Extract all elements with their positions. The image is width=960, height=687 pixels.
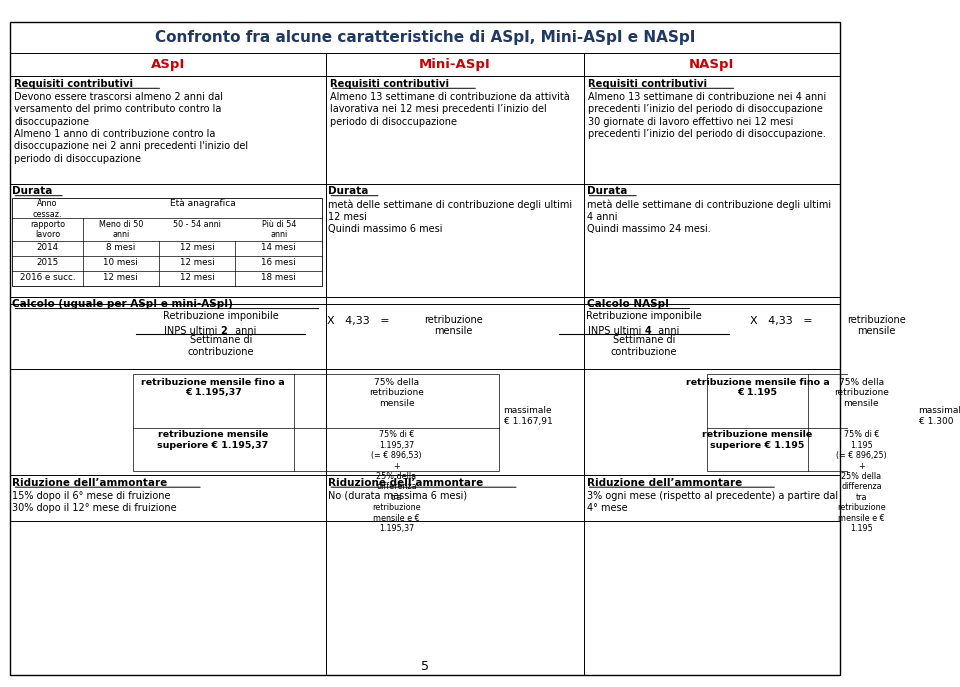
Text: Durata: Durata xyxy=(328,186,369,196)
Text: Riduzione dell’ammontare: Riduzione dell’ammontare xyxy=(587,477,742,488)
Text: 15% dopo il 6° mese di fruizione
30% dopo il 12° mese di fruizione: 15% dopo il 6° mese di fruizione 30% dop… xyxy=(12,491,177,513)
Text: 75% di €
1.195
(= € 896,25)
+
25% della
differenza
tra
retribuzione
mensile e €
: 75% di € 1.195 (= € 896,25) + 25% della … xyxy=(836,431,887,533)
Text: 12 mesi: 12 mesi xyxy=(180,258,214,267)
Text: retribuzione
mensile: retribuzione mensile xyxy=(424,315,483,337)
Text: ASpI: ASpI xyxy=(151,58,185,71)
Text: massimale
€ 1.167,91: massimale € 1.167,91 xyxy=(504,406,552,426)
Text: anni: anni xyxy=(231,326,256,336)
Text: retribuzione mensile fino a
€ 1.195,37: retribuzione mensile fino a € 1.195,37 xyxy=(141,378,285,397)
Text: 4: 4 xyxy=(644,326,651,336)
Text: Età anagrafica: Età anagrafica xyxy=(170,199,235,208)
Text: Settimane di
contribuzione: Settimane di contribuzione xyxy=(187,335,254,357)
Text: Durata: Durata xyxy=(12,186,53,196)
Bar xyxy=(12,198,323,286)
Text: X   4,33   =: X 4,33 = xyxy=(750,316,812,326)
Bar xyxy=(707,374,914,471)
Text: 75% della
retribuzione
mensile: 75% della retribuzione mensile xyxy=(369,378,424,407)
Text: Calcolo (uguale per ASpI e mini-ASpI): Calcolo (uguale per ASpI e mini-ASpI) xyxy=(12,299,233,309)
Text: Settimane di
contribuzione: Settimane di contribuzione xyxy=(611,335,678,357)
Text: retribuzione
mensile: retribuzione mensile xyxy=(848,315,906,337)
Text: 12 mesi: 12 mesi xyxy=(180,243,214,252)
Text: Devono essere trascorsi almeno 2 anni dal
versamento del primo contributo contro: Devono essere trascorsi almeno 2 anni da… xyxy=(14,91,249,164)
Text: 10 mesi: 10 mesi xyxy=(104,258,138,267)
Text: Anno
cessaz.
rapporto
lavoro: Anno cessaz. rapporto lavoro xyxy=(30,199,65,239)
Text: 16 mesi: 16 mesi xyxy=(261,258,296,267)
Text: 5: 5 xyxy=(420,660,429,673)
Text: Riduzione dell’ammontare: Riduzione dell’ammontare xyxy=(328,477,484,488)
Text: 14 mesi: 14 mesi xyxy=(261,243,296,252)
Text: INPS ultimi: INPS ultimi xyxy=(588,326,644,336)
Text: 12 mesi: 12 mesi xyxy=(104,273,138,282)
Text: 2016 e succ.: 2016 e succ. xyxy=(20,273,75,282)
Text: metà delle settimane di contribuzione degli ultimi
4 anni
Quindi massimo 24 mesi: metà delle settimane di contribuzione de… xyxy=(587,199,830,234)
Text: 2015: 2015 xyxy=(36,258,59,267)
Text: Almeno 13 settimane di contribuzione nei 4 anni
precedenti l’inizio del periodo : Almeno 13 settimane di contribuzione nei… xyxy=(588,91,827,139)
Text: massimale
€ 1.300: massimale € 1.300 xyxy=(919,406,960,426)
Text: Calcolo NASpI: Calcolo NASpI xyxy=(587,299,668,309)
Text: X   4,33   =: X 4,33 = xyxy=(326,316,389,326)
Text: No (durata massima 6 mesi): No (durata massima 6 mesi) xyxy=(328,491,468,501)
Text: Meno di 50
anni: Meno di 50 anni xyxy=(99,220,143,239)
Bar xyxy=(132,374,499,471)
Text: Più di 54
anni: Più di 54 anni xyxy=(261,220,296,239)
Text: anni: anni xyxy=(655,326,680,336)
Text: Retribuzione imponibile: Retribuzione imponibile xyxy=(587,311,702,321)
Text: Requisiti contributivi: Requisiti contributivi xyxy=(330,80,449,89)
Text: Retribuzione imponibile: Retribuzione imponibile xyxy=(163,311,278,321)
Text: 2: 2 xyxy=(221,326,228,336)
Text: Confronto fra alcune caratteristiche di ASpI, Mini-ASpI e NASpI: Confronto fra alcune caratteristiche di … xyxy=(155,30,695,45)
Text: retribuzione mensile
superiore € 1.195,37: retribuzione mensile superiore € 1.195,3… xyxy=(157,431,269,450)
Text: 3% ogni mese (rispetto al precedente) a partire dal
4° mese: 3% ogni mese (rispetto al precedente) a … xyxy=(587,491,838,513)
Text: retribuzione mensile fino a
€ 1.195: retribuzione mensile fino a € 1.195 xyxy=(685,378,829,397)
Text: INPS ultimi: INPS ultimi xyxy=(164,326,221,336)
Text: NASpI: NASpI xyxy=(689,58,734,71)
Text: 75% di €
1.195,37
(= € 896,53)
+
25% della
differenza
tra
retribuzione
mensile e: 75% di € 1.195,37 (= € 896,53) + 25% del… xyxy=(372,431,421,533)
Text: Requisiti contributivi: Requisiti contributivi xyxy=(14,80,133,89)
Text: Durata: Durata xyxy=(587,186,627,196)
Text: metà delle settimane di contribuzione degli ultimi
12 mesi
Quindi massimo 6 mesi: metà delle settimane di contribuzione de… xyxy=(328,199,572,234)
Text: 18 mesi: 18 mesi xyxy=(261,273,296,282)
Text: 50 - 54 anni: 50 - 54 anni xyxy=(173,220,221,229)
Text: 12 mesi: 12 mesi xyxy=(180,273,214,282)
Text: Mini-ASpI: Mini-ASpI xyxy=(419,58,491,71)
Text: Riduzione dell’ammontare: Riduzione dell’ammontare xyxy=(12,477,168,488)
Text: 8 mesi: 8 mesi xyxy=(107,243,135,252)
Text: 75% della
retribuzione
mensile: 75% della retribuzione mensile xyxy=(834,378,889,407)
Text: retribuzione mensile
superiore € 1.195: retribuzione mensile superiore € 1.195 xyxy=(703,431,813,450)
Text: Requisiti contributivi: Requisiti contributivi xyxy=(588,80,708,89)
Text: Almeno 13 settimane di contribuzione da attività
lavorativa nei 12 mesi preceden: Almeno 13 settimane di contribuzione da … xyxy=(330,91,569,126)
Text: 2014: 2014 xyxy=(36,243,59,252)
